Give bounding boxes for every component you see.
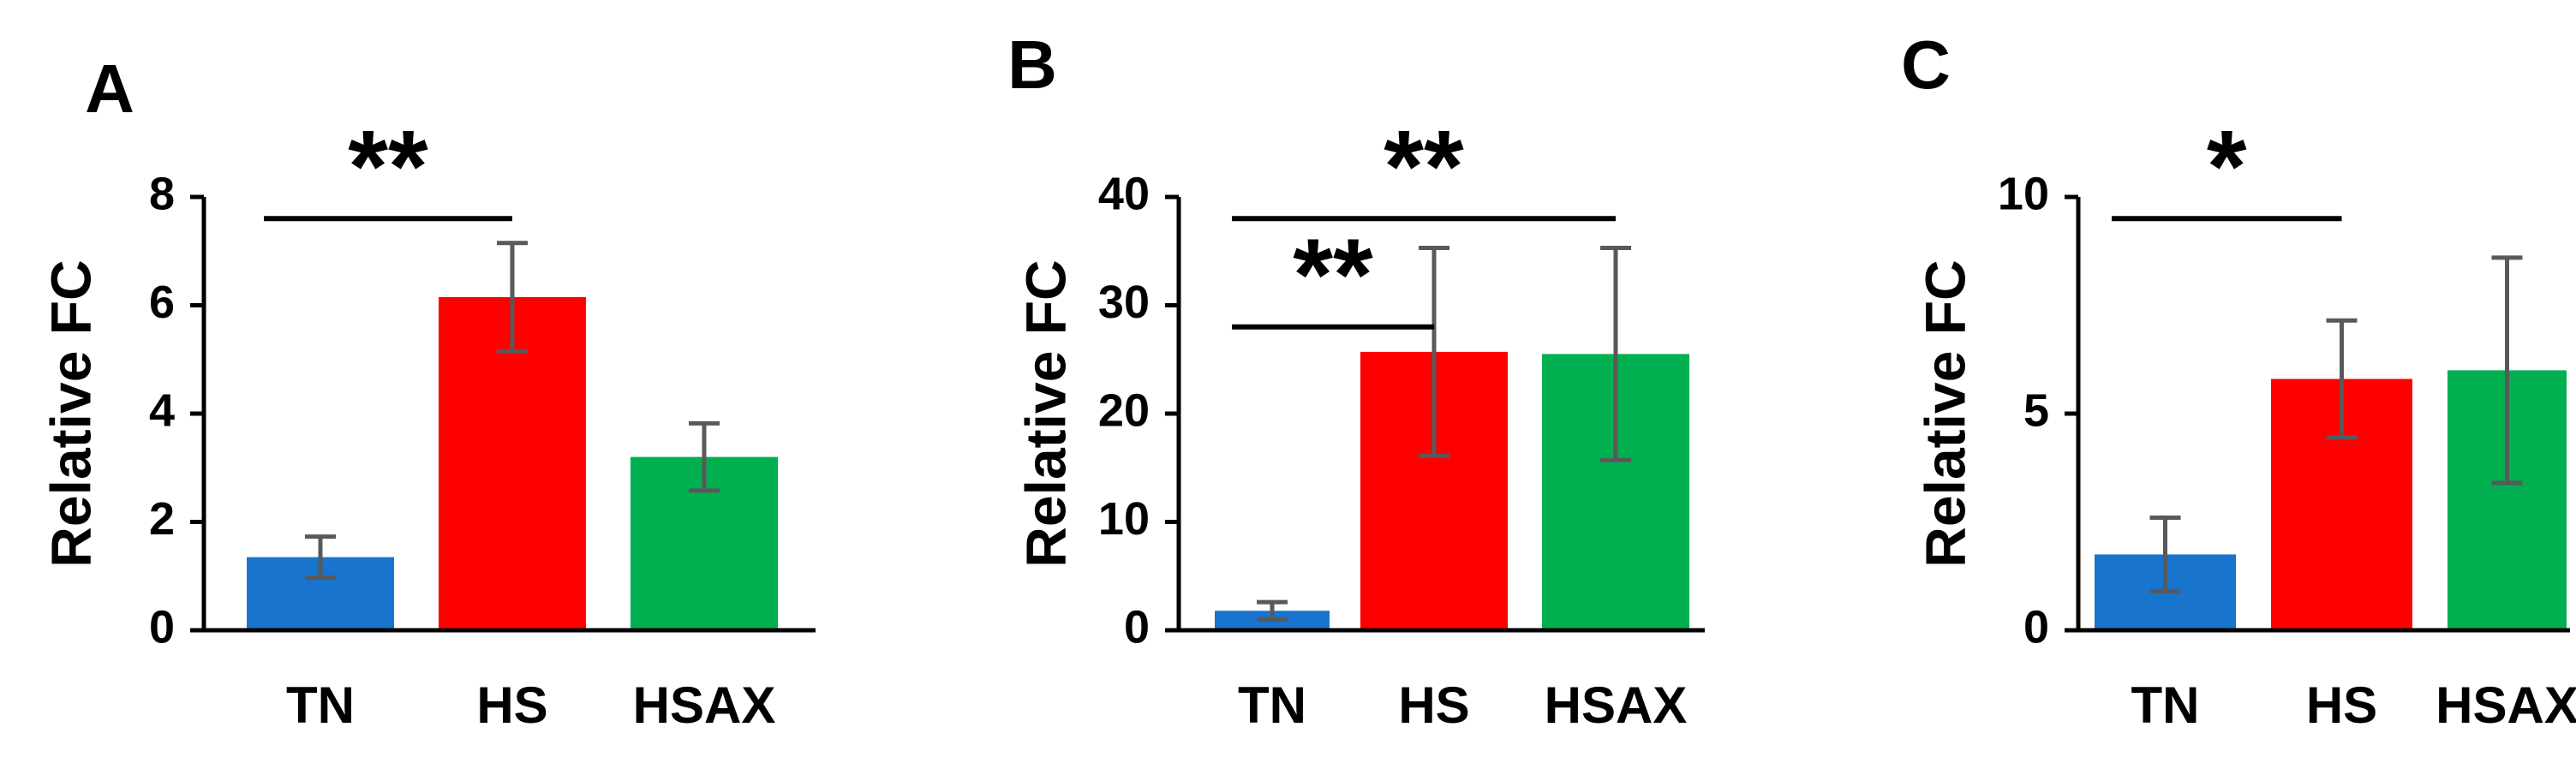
error-bar-hs [2326, 318, 2358, 440]
error-bar-hsax [689, 420, 720, 493]
y-tick-label: 6 [149, 277, 175, 328]
x-tick-label-hs: HS [1398, 677, 1469, 734]
error-bar-hsax [2491, 255, 2523, 486]
panel-3: C Relative FC 0 5 10 TN HS HSAX * [1901, 27, 2576, 734]
y-tick-label: 0 [1124, 601, 1150, 653]
y-tick-label: 10 [1098, 493, 1150, 545]
significance-label: ** [348, 109, 428, 224]
y-axis-title: Relative FC [1013, 259, 1077, 567]
error-bar-tn [2149, 515, 2181, 593]
panel-2: B Relative FC 0 10 20 30 40 TN HS HSAX **** [1007, 27, 1705, 734]
panel-1: A Relative FC 0 2 4 6 8 TN HS HSAX ** [39, 51, 816, 734]
y-tick-label: 0 [2023, 601, 2049, 653]
x-tick-label-tn: TN [2131, 677, 2200, 734]
error-bar-hs [1419, 245, 1449, 458]
panel-label: A [85, 51, 134, 127]
x-tick-label-hs: HS [2306, 677, 2377, 734]
x-tick-label-hsax: HSAX [1545, 677, 1688, 734]
x-tick-label-tn: TN [286, 677, 355, 734]
y-tick-label: 2 [149, 493, 175, 545]
y-tick-label: 0 [149, 601, 175, 653]
error-bar-hsax [1600, 245, 1631, 462]
x-tick-label-hsax: HSAX [633, 677, 776, 734]
y-tick-label: 8 [149, 168, 175, 219]
y-tick-label: 4 [149, 384, 175, 436]
significance-label: ** [1293, 218, 1373, 332]
significance-label: * [2207, 109, 2247, 224]
x-tick-label-tn: TN [1238, 677, 1306, 734]
y-tick-label: 10 [1998, 168, 2049, 219]
y-tick-label: 5 [2023, 384, 2049, 436]
error-bar-hs [497, 241, 528, 354]
y-tick-label: 20 [1098, 384, 1150, 436]
panel-label: C [1901, 27, 1951, 103]
x-tick-label-hsax: HSAX [2436, 677, 2576, 734]
y-tick-label: 30 [1098, 277, 1150, 328]
y-axis-title: Relative FC [1913, 259, 1976, 567]
y-axis-title: Relative FC [39, 259, 102, 567]
error-bar-tn [305, 534, 336, 581]
error-bar-tn [1257, 599, 1288, 622]
x-tick-label-hs: HS [476, 677, 547, 734]
panel-label: B [1007, 27, 1057, 103]
y-tick-label: 40 [1098, 168, 1150, 219]
significance-label: ** [1384, 109, 1464, 224]
